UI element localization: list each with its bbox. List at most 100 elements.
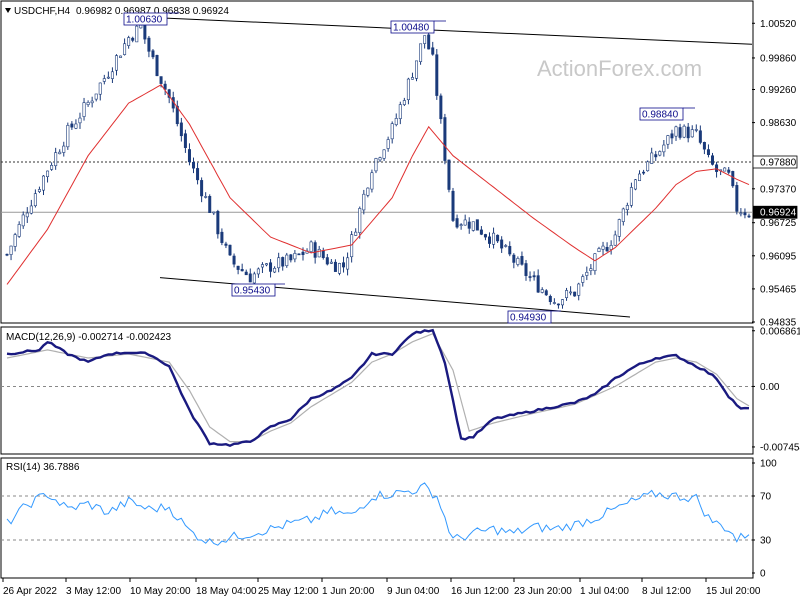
price-axis-tick-label: 0.97370 [760, 184, 797, 195]
candle-body [293, 253, 297, 260]
candle-body [119, 55, 123, 58]
candle-body [678, 127, 682, 138]
candle-body [370, 172, 374, 190]
candle-body [415, 60, 419, 79]
candle-body [419, 43, 423, 62]
candle-body [589, 268, 593, 272]
candle-body [735, 185, 739, 212]
time-axis-tick-label: 1 Jul 04:00 [580, 586, 629, 597]
candle-body [94, 93, 98, 100]
price-axis-tick-label: 0.94835 [760, 318, 797, 329]
time-axis-tick-label: 23 Jun 20:00 [514, 586, 572, 597]
rsi-panel-frame [0, 457, 754, 579]
candle-body [613, 234, 617, 246]
candle-body [337, 263, 341, 274]
candle-body [163, 83, 167, 90]
candle-body [682, 125, 686, 138]
candle-body [346, 257, 350, 270]
candle-body [183, 133, 187, 148]
candle-body [41, 175, 45, 191]
candle-body [297, 253, 301, 256]
candle-body [264, 263, 268, 266]
dropdown-arrow-icon[interactable] [5, 8, 11, 13]
candle-body [321, 250, 325, 258]
candle-body [196, 168, 200, 181]
candle-body [492, 232, 496, 245]
candle-body [212, 211, 216, 214]
candle-body [621, 208, 625, 222]
candle-body [386, 139, 390, 149]
candle-body [451, 190, 455, 221]
candle-body [439, 95, 443, 120]
candle-body [66, 125, 70, 148]
candle-body [565, 290, 569, 298]
candle-body [236, 265, 240, 270]
candle-body [143, 25, 147, 40]
candle-body [82, 102, 86, 117]
candle-body [70, 123, 74, 128]
candle-body [410, 77, 414, 80]
candle-body [581, 276, 585, 283]
candle-body [110, 71, 114, 79]
price-label-box [507, 310, 552, 324]
candle-body [240, 269, 244, 272]
time-axis-tick-label: 26 Apr 2022 [3, 586, 57, 597]
candle-body [479, 229, 483, 235]
candle-body [350, 234, 354, 258]
candle-body [220, 231, 224, 243]
candle-body [46, 170, 50, 177]
candle-body [427, 34, 431, 50]
candle-body [317, 249, 321, 258]
candle-body [13, 234, 17, 247]
candle-body [459, 224, 463, 226]
price-axis-tick-label: 0.96725 [760, 218, 797, 229]
rsi-axis-tick-label: 100 [760, 459, 777, 470]
macd-lines [6, 328, 750, 447]
candle-body [504, 245, 508, 247]
candle-body [159, 76, 163, 84]
candle-body [483, 234, 487, 238]
candle-body [354, 231, 358, 236]
candle-body [390, 123, 394, 140]
candle-body [9, 245, 13, 255]
candle-body [727, 169, 731, 173]
candle-body [690, 129, 694, 138]
candle-body [127, 37, 131, 46]
candle-body [224, 243, 228, 246]
candle-body [273, 267, 277, 273]
candle-body [548, 295, 552, 302]
candle-body [585, 271, 589, 276]
rsi-levels [1, 495, 752, 541]
candle-body [743, 212, 747, 216]
candle-body [402, 100, 406, 105]
candle-body [625, 205, 629, 210]
candle-body [216, 211, 220, 235]
candle-body [573, 291, 577, 297]
price-axis-tick-label: 1.00520 [760, 19, 797, 30]
price-axis-tick-label: 0.99260 [760, 85, 797, 96]
candle-body [532, 275, 536, 278]
candle-body [496, 234, 500, 242]
candle-body [731, 171, 735, 187]
candle-body [702, 142, 706, 150]
candle-body [179, 122, 183, 137]
trend-line [151, 17, 753, 45]
time-axis-tick-label: 16 Jun 12:00 [451, 586, 509, 597]
price-label-text: 1.00630 [126, 15, 163, 26]
candle-body [374, 158, 378, 172]
time-axis-tick-label: 3 May 12:00 [66, 586, 121, 597]
candle-body [544, 290, 548, 296]
candle-body [131, 37, 135, 41]
candle-body [686, 126, 690, 139]
candle-body [248, 273, 252, 283]
candle-body [605, 246, 609, 252]
candle-body [123, 43, 127, 55]
candle-body [463, 219, 467, 226]
candle-body [5, 253, 9, 256]
rsi-axis-tick-label: 70 [760, 492, 772, 503]
candle-body [309, 241, 313, 252]
time-axis-tick-label: 18 May 04:00 [196, 586, 257, 597]
candle-body [277, 257, 281, 269]
